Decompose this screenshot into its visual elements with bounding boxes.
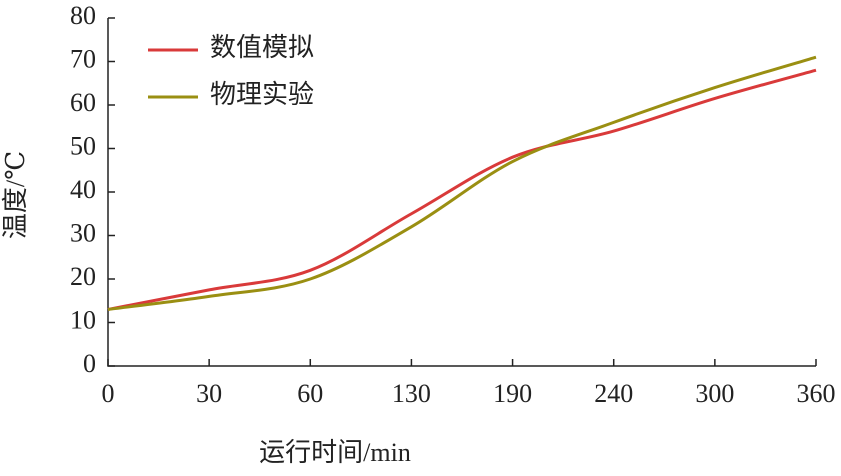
y-tick-label: 10	[70, 305, 96, 334]
y-tick-label: 20	[70, 262, 96, 291]
legend-label: 物理实验	[210, 80, 314, 109]
legend-label: 数值模拟	[210, 33, 314, 62]
x-tick-label: 0	[102, 379, 115, 408]
x-tick-label: 300	[695, 379, 734, 408]
y-axis-label: 温度/℃	[1, 151, 30, 239]
x-tick-label: 60	[297, 379, 323, 408]
x-tick-label: 240	[594, 379, 633, 408]
y-tick-label: 40	[70, 175, 96, 204]
x-tick-label: 360	[797, 379, 836, 408]
x-tick-label: 30	[196, 379, 222, 408]
y-tick-label: 70	[70, 44, 96, 73]
y-tick-label: 60	[70, 88, 96, 117]
line	[107, 68, 817, 311]
y-tick-label: 50	[70, 131, 96, 160]
x-axis-label: 运行时间/min	[259, 438, 411, 467]
y-tick-label: 0	[83, 349, 96, 378]
y-tick-label: 80	[70, 1, 96, 30]
y-tick-label: 30	[70, 218, 96, 247]
x-tick-label: 130	[392, 379, 431, 408]
line	[107, 55, 817, 311]
x-tick-label: 190	[493, 379, 532, 408]
